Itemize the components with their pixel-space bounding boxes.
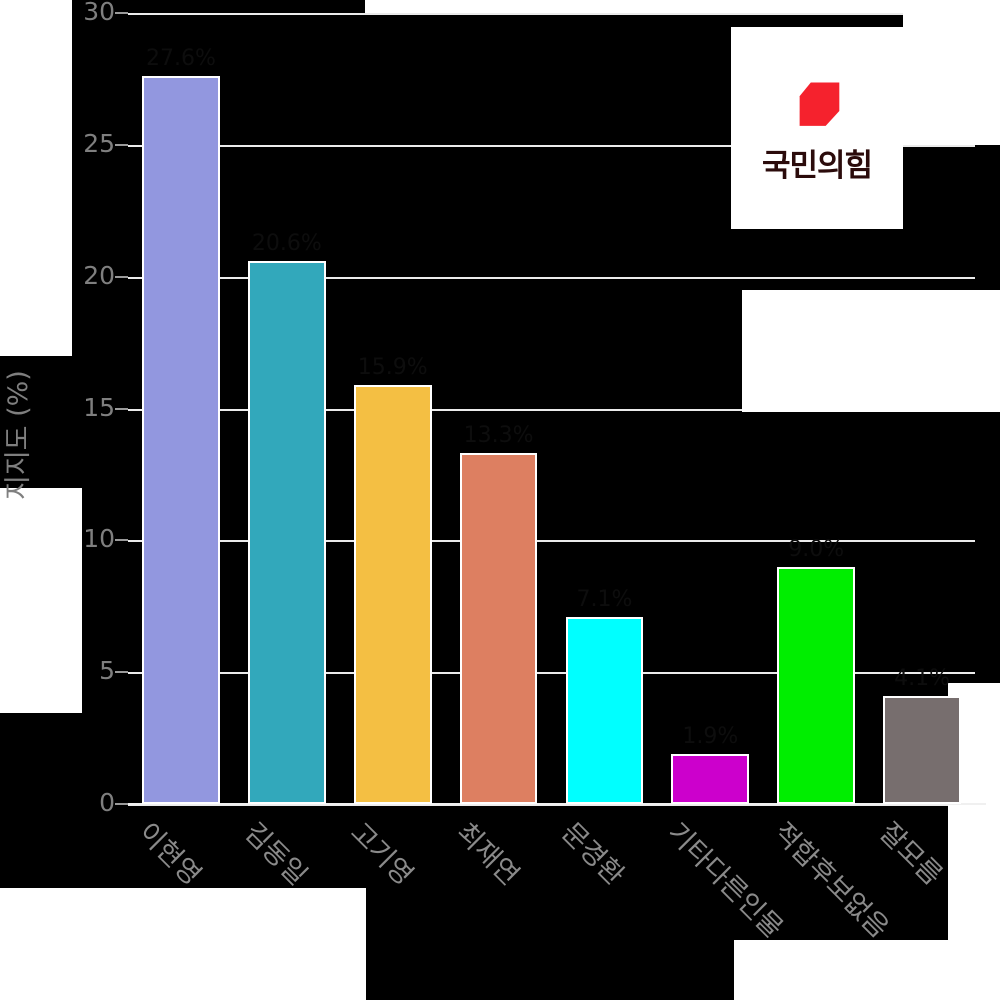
bar-value-label: 27.6% — [145, 46, 216, 72]
x-axis-line — [118, 803, 986, 805]
gridline — [128, 804, 975, 806]
gridline — [128, 672, 975, 675]
gridline — [128, 144, 975, 147]
bar[interactable] — [353, 384, 432, 804]
bar[interactable] — [142, 76, 220, 804]
x-tick-label: 잘모름 — [873, 816, 948, 892]
bar-value-label: 7.1% — [576, 586, 633, 612]
x-tick-label: 고기영 — [343, 816, 419, 892]
artifact-patch-mid-right — [742, 290, 1000, 412]
gridline — [128, 13, 975, 15]
bar-value-label: 4.1% — [894, 665, 950, 691]
bar-value-label: 15.9% — [357, 354, 428, 380]
y-tick-label: 30 — [83, 0, 115, 26]
artifact-patch-top-right — [365, 0, 1000, 13]
y-tick-mark — [115, 539, 128, 542]
bar-value-label: 1.9% — [682, 723, 739, 749]
bar[interactable] — [459, 453, 538, 804]
x-tick-label: 문경환 — [555, 816, 631, 892]
y-tick-mark — [115, 275, 128, 278]
y-axis-title: 지지도 (%) — [3, 370, 34, 500]
gridline — [128, 276, 975, 279]
y-tick-mark — [115, 12, 128, 14]
y-tick-mark — [115, 407, 128, 410]
y-tick-label: 5 — [99, 656, 115, 686]
party-logo: 국민의힘 — [731, 27, 903, 229]
bar[interactable] — [565, 616, 644, 804]
y-tick-label: 20 — [83, 260, 115, 290]
y-tick-label: 25 — [83, 128, 115, 158]
bar-value-label: 9.0% — [788, 536, 845, 562]
plot-area — [128, 13, 975, 806]
artifact-patch-upper-right — [903, 13, 1000, 145]
x-tick-label: 김동일 — [237, 816, 313, 892]
artifact-patch-left-top — [0, 0, 72, 356]
bar-value-label: 20.6% — [251, 230, 322, 256]
bar[interactable] — [671, 753, 750, 804]
x-tick-label: 최재연 — [449, 816, 525, 892]
y-tick-label: 15 — [83, 392, 115, 422]
y-tick-label: 0 — [99, 788, 115, 817]
x-tick-label: 이현영 — [132, 816, 207, 892]
gridline — [128, 540, 975, 543]
y-tick-mark — [115, 671, 128, 674]
party-logo-mark — [799, 81, 840, 126]
y-tick-label: 10 — [83, 524, 115, 554]
bar[interactable] — [883, 695, 961, 804]
artifact-patch-bottom-left — [0, 888, 366, 1000]
y-tick-mark — [115, 143, 128, 146]
bar-value-label: 13.3% — [463, 423, 534, 449]
artifact-patch-bottom-mid — [734, 940, 1000, 1000]
party-logo-text: 국민의힘 — [761, 147, 873, 184]
y-tick-mark — [115, 803, 128, 805]
bar[interactable] — [247, 260, 326, 804]
gridline — [128, 408, 975, 411]
artifact-patch-left-lower — [0, 488, 82, 713]
bar[interactable] — [777, 566, 856, 804]
